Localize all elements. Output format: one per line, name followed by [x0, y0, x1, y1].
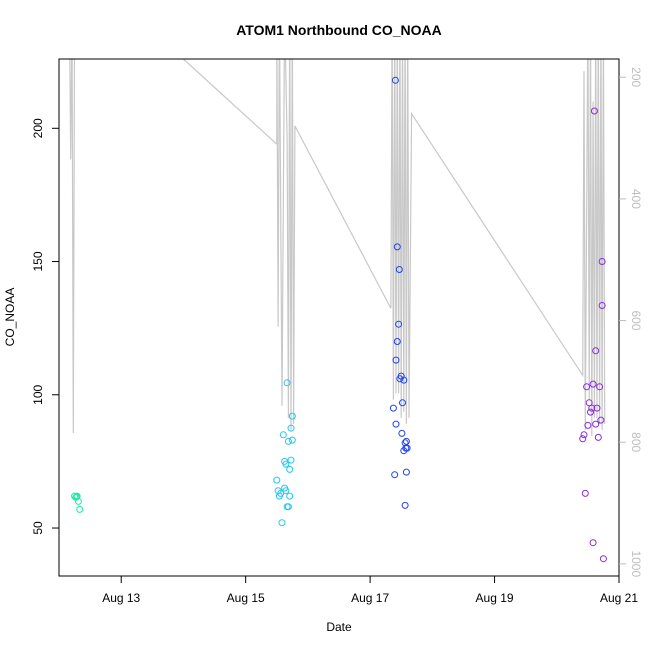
- data-point: [589, 380, 597, 388]
- data-point: [393, 243, 401, 251]
- y-tick-label: 50: [31, 521, 45, 535]
- data-point: [391, 76, 399, 84]
- data-point: [74, 497, 82, 505]
- data-point: [599, 555, 607, 563]
- data-point: [279, 431, 287, 439]
- data-point: [288, 436, 296, 444]
- data-point: [596, 383, 604, 391]
- x-axis-label: Date: [326, 620, 352, 634]
- x-axis: Aug 13 Aug 15 Aug 17 Aug 19 Aug 21: [102, 575, 638, 605]
- data-point: [389, 404, 397, 412]
- y2-tick-label: 1000: [629, 550, 643, 577]
- data-point: [592, 420, 600, 428]
- y-tick-label: 150: [31, 251, 45, 271]
- y-tick-label: 100: [31, 384, 45, 404]
- y2-tick-label: 400: [629, 189, 643, 209]
- y-axis-label: CO_NOAA: [3, 288, 17, 347]
- data-point: [598, 258, 606, 265]
- x-tick-label: Aug 21: [600, 591, 638, 605]
- data-point: [76, 505, 84, 513]
- data-points-layer: [71, 76, 607, 563]
- y2-tick-label: 200: [629, 67, 643, 87]
- data-point: [597, 416, 605, 424]
- data-point: [288, 412, 296, 420]
- data-point: [402, 468, 410, 476]
- data-point: [401, 501, 409, 509]
- data-point: [395, 266, 403, 273]
- data-point: [286, 465, 294, 473]
- data-point: [587, 408, 594, 416]
- chart-title: ATOM1 Northbound CO_NOAA: [236, 22, 442, 38]
- pressure-line: [69, 59, 606, 437]
- pressure-line-layer: [69, 59, 606, 437]
- data-point: [393, 338, 401, 345]
- data-point: [287, 424, 295, 432]
- data-point: [588, 404, 596, 412]
- data-point: [284, 503, 292, 511]
- data-point: [286, 492, 294, 500]
- x-tick-label: Aug 17: [351, 591, 389, 605]
- data-point: [283, 379, 291, 387]
- x-tick-label: Aug 15: [227, 591, 265, 605]
- data-point: [593, 404, 601, 412]
- x-tick-label: Aug 13: [102, 591, 140, 605]
- data-point: [589, 539, 597, 547]
- data-point: [273, 476, 281, 484]
- x-tick-label: Aug 19: [476, 591, 514, 605]
- data-point: [282, 487, 290, 495]
- data-point: [282, 460, 290, 468]
- y2-axis: 200 400 600 800 1000: [619, 67, 643, 577]
- data-point: [278, 519, 286, 527]
- data-point: [392, 420, 400, 428]
- data-point: [592, 347, 600, 355]
- data-point: [579, 435, 587, 443]
- data-point: [580, 431, 588, 439]
- data-point: [400, 376, 408, 384]
- y2-tick-label: 600: [629, 310, 643, 330]
- data-point: [583, 383, 591, 391]
- data-point: [402, 437, 410, 445]
- data-point: [391, 471, 399, 479]
- data-point: [284, 437, 292, 445]
- data-point: [399, 399, 406, 407]
- data-point: [398, 429, 406, 437]
- data-point: [581, 489, 589, 497]
- data-point: [403, 444, 411, 452]
- y-axis: 50 100 150 200: [31, 118, 59, 535]
- data-point: [598, 302, 606, 309]
- data-point: [287, 456, 295, 464]
- y-tick-label: 200: [31, 118, 45, 138]
- plot-frame: [58, 58, 620, 577]
- data-point: [584, 421, 592, 429]
- data-point: [594, 433, 602, 441]
- data-point: [395, 320, 403, 328]
- y2-tick-label: 800: [629, 432, 643, 452]
- data-point: [392, 356, 400, 364]
- data-point: [590, 107, 598, 115]
- data-point: [73, 493, 80, 501]
